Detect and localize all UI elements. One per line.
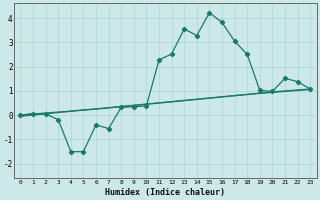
X-axis label: Humidex (Indice chaleur): Humidex (Indice chaleur) <box>105 188 225 197</box>
